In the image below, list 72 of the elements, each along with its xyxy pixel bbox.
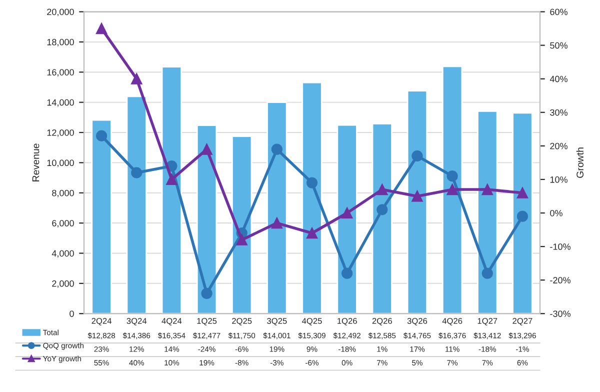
point: [236, 234, 248, 246]
point: [201, 144, 212, 155]
point: [412, 190, 423, 202]
bar: [477, 110, 498, 314]
point: [306, 228, 318, 239]
y2-tick-label: 60%: [550, 8, 568, 16]
y-tick-label: 0: [70, 310, 74, 317]
point: [131, 167, 142, 178]
y2-tick-label: -20%: [550, 277, 570, 284]
bar: [266, 102, 288, 314]
y2-tick-label: -30%: [550, 310, 570, 317]
y2-tick-label: -10%: [550, 243, 570, 250]
point: [482, 184, 493, 196]
x-tick-label: 3Q26: [407, 318, 428, 326]
point: [96, 130, 108, 142]
y-tick-label: 10,000: [47, 160, 74, 168]
bar: [372, 122, 392, 314]
y2-tick-label: 50%: [550, 42, 568, 49]
x-tick-label: 1Q26: [338, 318, 357, 326]
x-tick-label: 2Q24: [92, 318, 112, 326]
bar: [406, 90, 428, 314]
point: [306, 177, 318, 188]
point: [516, 210, 528, 222]
bar: [302, 82, 322, 314]
y2-tick-label: 20%: [550, 142, 568, 150]
x-tick-label: 2Q27: [512, 318, 532, 326]
point: [376, 184, 388, 196]
point: [201, 288, 212, 300]
y-tick-label: 18,000: [47, 38, 74, 46]
x-tick-label: 4Q24: [162, 318, 182, 326]
y-tick-label: 16,000: [47, 69, 74, 77]
y2-axis-title: Growth: [576, 148, 584, 178]
bar: [126, 96, 147, 314]
point: [166, 174, 178, 186]
point: [412, 150, 423, 162]
point: [446, 184, 458, 196]
x-tick-label: 1Q27: [478, 318, 498, 326]
bar: [161, 66, 182, 314]
y-tick-label: 6,000: [52, 220, 74, 228]
bar: [512, 112, 533, 314]
y-tick-label: 4,000: [52, 250, 74, 258]
x-tick-label: 2Q25: [232, 318, 252, 326]
bar: [91, 119, 112, 314]
bar: [336, 124, 358, 314]
x-tick-label: 4Q25: [302, 318, 322, 326]
y-tick-label: 8,000: [52, 190, 74, 198]
y-axis-title: Revenue: [32, 144, 40, 182]
point: [342, 207, 353, 219]
y2-tick-label: 40%: [550, 76, 568, 82]
x-tick-label: 1Q25: [197, 318, 217, 326]
point: [271, 217, 282, 229]
x-tick-label: 2Q26: [372, 318, 392, 326]
point: [516, 187, 528, 198]
point: [271, 144, 282, 155]
y2-tick-label: 10%: [550, 176, 568, 183]
y-tick-label: 14,000: [47, 99, 74, 107]
y2-tick-label: 30%: [550, 109, 568, 116]
x-tick-label: 4Q26: [442, 318, 462, 326]
y-tick-label: 20,000: [47, 8, 74, 16]
y-tick-label: 2,000: [52, 280, 74, 288]
point: [131, 73, 142, 84]
x-tick-label: 3Q25: [267, 318, 287, 326]
x-tick-label: 3Q24: [126, 318, 147, 326]
point: [342, 268, 353, 279]
y2-tick-label: 0%: [550, 210, 562, 216]
point: [376, 204, 388, 216]
point: [96, 22, 108, 34]
bar: [442, 66, 463, 314]
bar: [232, 136, 252, 314]
point: [482, 268, 493, 279]
point: [446, 170, 458, 182]
y-tick-label: 12,000: [47, 129, 74, 137]
